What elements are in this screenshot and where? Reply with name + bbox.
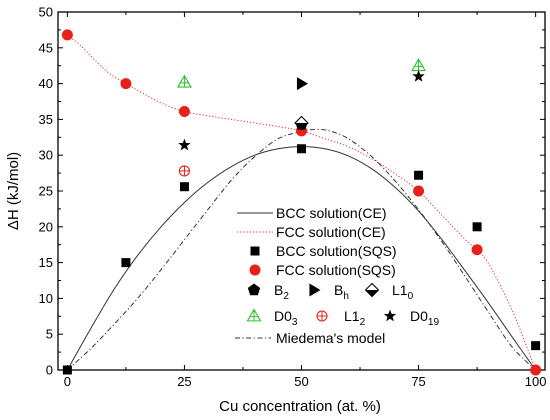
data-point-bcc_sqs (531, 341, 541, 351)
data-point-l10 (294, 115, 309, 131)
legend-label-b2: B2 (274, 282, 289, 302)
legend-label-miedema: Miedema's model (276, 330, 385, 346)
data-point-bcc_sqs (414, 170, 424, 180)
data-point-fcc_sqs (61, 29, 73, 41)
data-point-fcc_sqs (471, 244, 483, 256)
legend-label-bcc_ce: BCC solution(CE) (276, 205, 386, 221)
legend: BCC solution(CE) FCC solution(CE) BCC solu… (235, 205, 439, 346)
legend-swatch-bh (309, 283, 321, 297)
data-point-l12 (178, 165, 190, 177)
data-point-d03 (176, 74, 192, 88)
data-point-fcc_sqs (178, 106, 190, 118)
axis-ticks: 0 25 50 75 100 0 5 10 15 20 25 30 35 40 45 50 (39, 5, 547, 390)
x-tick-label: 50 (294, 374, 308, 389)
y-tick-label: 15 (39, 255, 53, 270)
y-tick-label: 30 (39, 148, 53, 163)
legend-swatch-d019 (383, 309, 397, 322)
legend-swatch-l12 (316, 310, 328, 322)
x-tick-label: 100 (525, 374, 547, 389)
legend-swatch-bcc_sqs (250, 246, 260, 256)
y-tick-label: 0 (46, 363, 53, 378)
x-tick-label: 75 (411, 374, 425, 389)
data-point-d019 (412, 69, 425, 82)
legend-label-fcc_ce: FCC solution(CE) (276, 224, 386, 240)
legend-label-l12: L12 (344, 308, 366, 328)
data-point-bcc_sqs (297, 144, 306, 154)
x-tick-label: 0 (64, 374, 71, 389)
legend-label-bcc_sqs: BCC solution(SQS) (276, 243, 397, 259)
y-tick-label: 10 (39, 291, 53, 306)
x-axis-label: Cu concentration (at. %) (219, 398, 381, 415)
data-point-bcc_sqs (472, 222, 482, 232)
data-point-fcc_sqs (120, 78, 132, 90)
plot-frame (57, 11, 546, 371)
data-point-d03 (411, 58, 427, 72)
y-tick-label: 20 (39, 219, 53, 234)
data-point-d019 (178, 138, 191, 151)
y-tick-label: 50 (39, 5, 53, 20)
y-axis-label: ΔH (kJ/mol) (5, 152, 22, 230)
data-point-bcc_sqs (121, 258, 131, 268)
series-markers (61, 29, 542, 376)
legend-label-bh: Bh (334, 282, 349, 302)
y-tick-label: 5 (46, 327, 53, 342)
legend-swatch-l10 (364, 282, 380, 298)
data-point-bh (296, 77, 308, 91)
x-tick-label: 25 (177, 374, 191, 389)
data-point-bcc_sqs (179, 182, 189, 192)
y-tick-label: 40 (39, 76, 53, 91)
y-tick-label: 35 (39, 112, 53, 127)
legend-label-l10: L10 (392, 282, 414, 302)
legend-label-fcc_sqs: FCC solution(SQS) (276, 262, 396, 278)
y-tick-label: 25 (39, 184, 53, 199)
data-point-fcc_sqs (530, 364, 542, 376)
data-point-fcc_sqs (413, 185, 425, 197)
legend-swatch-b2 (247, 283, 261, 296)
y-tick-label: 45 (39, 40, 53, 55)
legend-label-d03: D03 (274, 308, 298, 328)
legend-label-d019: D019 (410, 308, 439, 328)
legend-swatch-fcc_sqs (249, 264, 261, 276)
legend-swatch-d03 (246, 308, 262, 322)
data-point-bcc_sqs (62, 365, 72, 375)
